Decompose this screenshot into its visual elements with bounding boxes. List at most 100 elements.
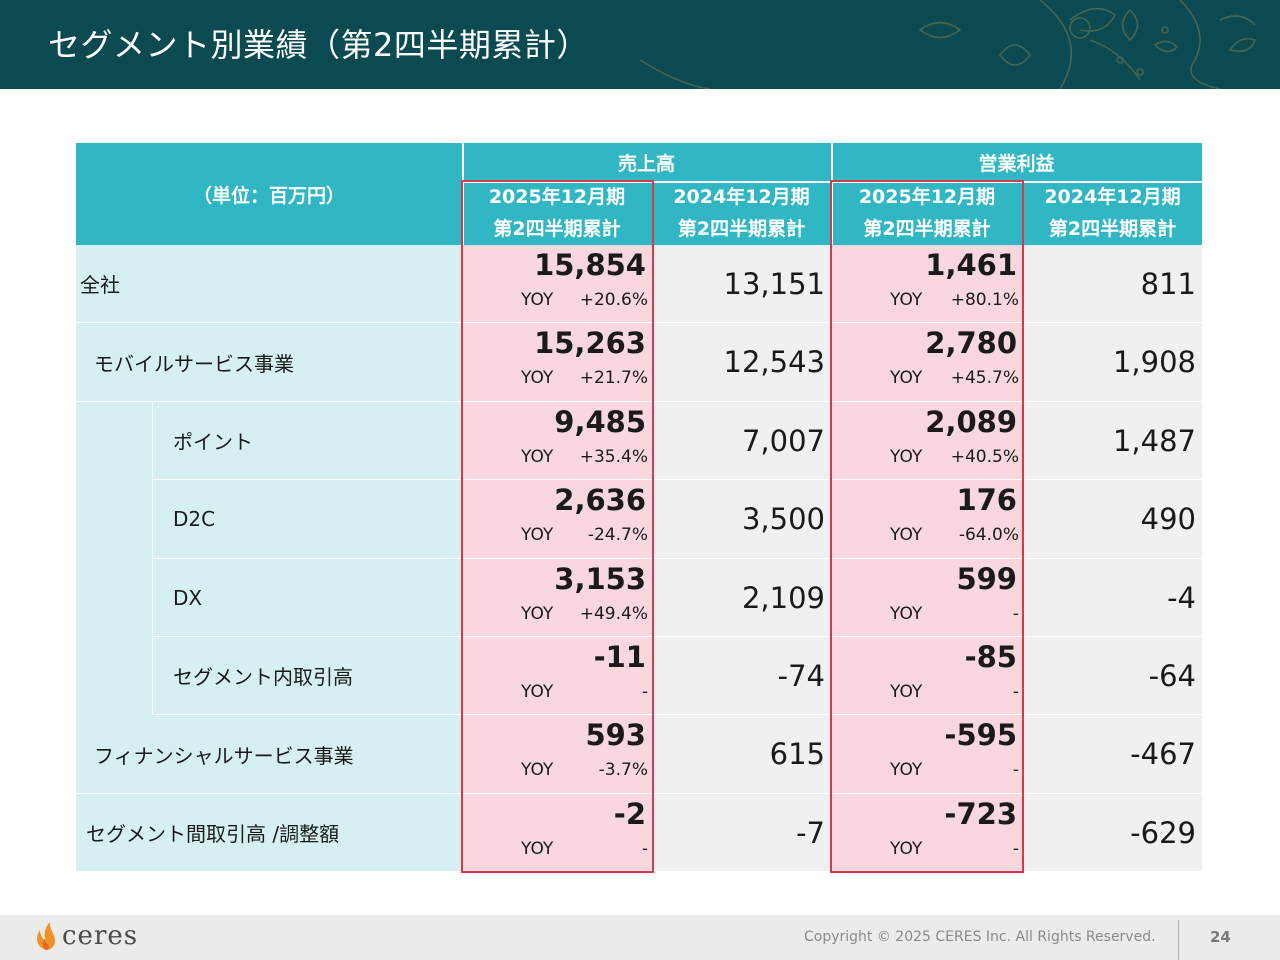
sales-prior-value: 2,109 [653,559,831,636]
sales-current-value: 2,636 [554,483,646,517]
sales-yoy-value: - [641,682,648,702]
sales-current-cell: 15,854 YOY +20.6% [463,245,652,322]
sales-current-value: -11 [593,640,646,674]
logo-text: ceres [62,921,139,951]
sales-current-cell: 9,485 YOY +35.4% [463,402,652,479]
op-yoy-value: - [1012,682,1019,702]
sales-cur-period-header: 2025年12月期 第2四半期累計 [462,181,652,245]
sales-current-value: -2 [613,797,646,831]
sales-current-value: 3,153 [554,562,646,596]
sales-prior-value: 7,007 [653,402,831,479]
period-line1: 2025年12月期 [858,186,996,208]
sales-prior-value: 615 [653,715,831,793]
op-current-cell: 2,780 YOY +45.7% [832,323,1023,401]
yoy-label: YOY [521,368,554,388]
op-prior-value: 1,487 [1024,402,1202,479]
op-current-cell: -723 YOY - [832,794,1023,871]
op-current-highlight [830,180,1024,873]
yoy-label: YOY [890,368,923,388]
op-prior-value: -467 [1024,715,1202,793]
sales-prior-value: 3,500 [653,480,831,558]
sales-yoy-value: -24.7% [587,525,648,545]
sales-current-cell: 15,263 YOY +21.7% [463,323,652,401]
op-prior-value: -629 [1024,794,1202,871]
op-prior-value: -4 [1024,559,1202,636]
yoy-label: YOY [521,525,554,545]
subsegment-indent-block [76,402,152,715]
op-yoy-value: +40.5% [950,447,1019,467]
op-current-value: -85 [964,640,1017,674]
sales-current-cell: -11 YOY - [463,637,652,714]
op-cur-period-header: 2025年12月期 第2四半期累計 [831,181,1023,245]
op-current-value: 2,780 [925,326,1017,360]
op-yoy-value: - [1012,604,1019,624]
sales-current-value: 9,485 [554,405,646,439]
sales-prior-value: -74 [653,637,831,714]
yoy-label: YOY [521,447,554,467]
page-number: 24 [1210,928,1231,946]
yoy-label: YOY [890,760,923,780]
op-current-value: -723 [944,797,1017,831]
op-current-value: 176 [956,483,1017,517]
sales-yoy-value: +49.4% [579,604,648,624]
ceres-flame-icon [37,922,55,950]
sales-yoy-value: - [641,839,648,859]
yoy-label: YOY [521,760,554,780]
header-divider [462,143,464,245]
sales-group-header: 売上高 [462,143,831,181]
yoy-label: YOY [890,290,923,310]
op-prior-value: 811 [1024,245,1202,322]
op-yoy-value: -64.0% [958,525,1019,545]
period-line2: 第2四半期累計 [677,218,806,240]
op-current-cell: 599 YOY - [832,559,1023,636]
sales-current-value: 593 [585,718,646,752]
op-current-cell: 176 YOY -64.0% [832,480,1023,558]
yoy-label: YOY [890,839,923,859]
row-label: セグメント間取引高 /調整額 [76,794,462,871]
sales-yoy-value: +20.6% [579,290,648,310]
period-line2: 第2四半期累計 [493,218,621,240]
yoy-label: YOY [890,447,923,467]
op-yoy-value: - [1012,839,1019,859]
op-current-value: 599 [956,562,1017,596]
sales-current-highlight [461,180,654,873]
yoy-label: YOY [890,604,923,624]
header-divider [831,143,833,245]
op-current-value: -595 [944,718,1017,752]
op-current-value: 2,089 [925,405,1017,439]
sales-current-cell: 3,153 YOY +49.4% [463,559,652,636]
footer-divider [1178,920,1179,960]
period-line1: 2024年12月期 [673,186,810,208]
op-current-value: 1,461 [925,248,1017,282]
op-current-cell: -595 YOY - [832,715,1023,793]
copyright-text: Copyright © 2025 CERES Inc. All Rights R… [804,929,1156,945]
yoy-label: YOY [890,525,923,545]
yoy-label: YOY [890,682,923,702]
sales-yoy-value: +35.4% [579,447,648,467]
row-label: モバイルサービス事業 [76,323,462,401]
sales-current-cell: 593 YOY -3.7% [463,715,652,793]
op-prev-period-header: 2024年12月期 第2四半期累計 [1023,181,1202,245]
op-prior-value: 1,908 [1024,323,1202,401]
period-line2: 第2四半期累計 [1048,218,1177,240]
row-label: D2C [153,480,462,558]
sales-current-cell: -2 YOY - [463,794,652,871]
row-label: セグメント内取引高 [153,637,462,714]
sales-prior-value: 12,543 [653,323,831,401]
ceres-logo: ceres [34,921,138,951]
sales-current-value: 15,263 [534,326,646,360]
period-line1: 2025年12月期 [488,186,626,208]
op-profit-group-header: 営業利益 [831,143,1202,181]
slide-header: セグメント別業績（第2四半期累計） [0,0,1280,89]
sales-prev-period-header: 2024年12月期 第2四半期累計 [652,181,831,245]
unit-header: （単位：百万円） [76,143,462,245]
op-yoy-value: +45.7% [950,368,1019,388]
sales-current-cell: 2,636 YOY -24.7% [463,480,652,558]
op-current-cell: 1,461 YOY +80.1% [832,245,1023,322]
sales-prior-value: -7 [653,794,831,871]
row-label: ポイント [153,402,462,479]
row-label: DX [153,559,462,636]
yoy-label: YOY [521,290,554,310]
sales-yoy-value: -3.7% [598,760,648,780]
yoy-label: YOY [521,604,554,624]
